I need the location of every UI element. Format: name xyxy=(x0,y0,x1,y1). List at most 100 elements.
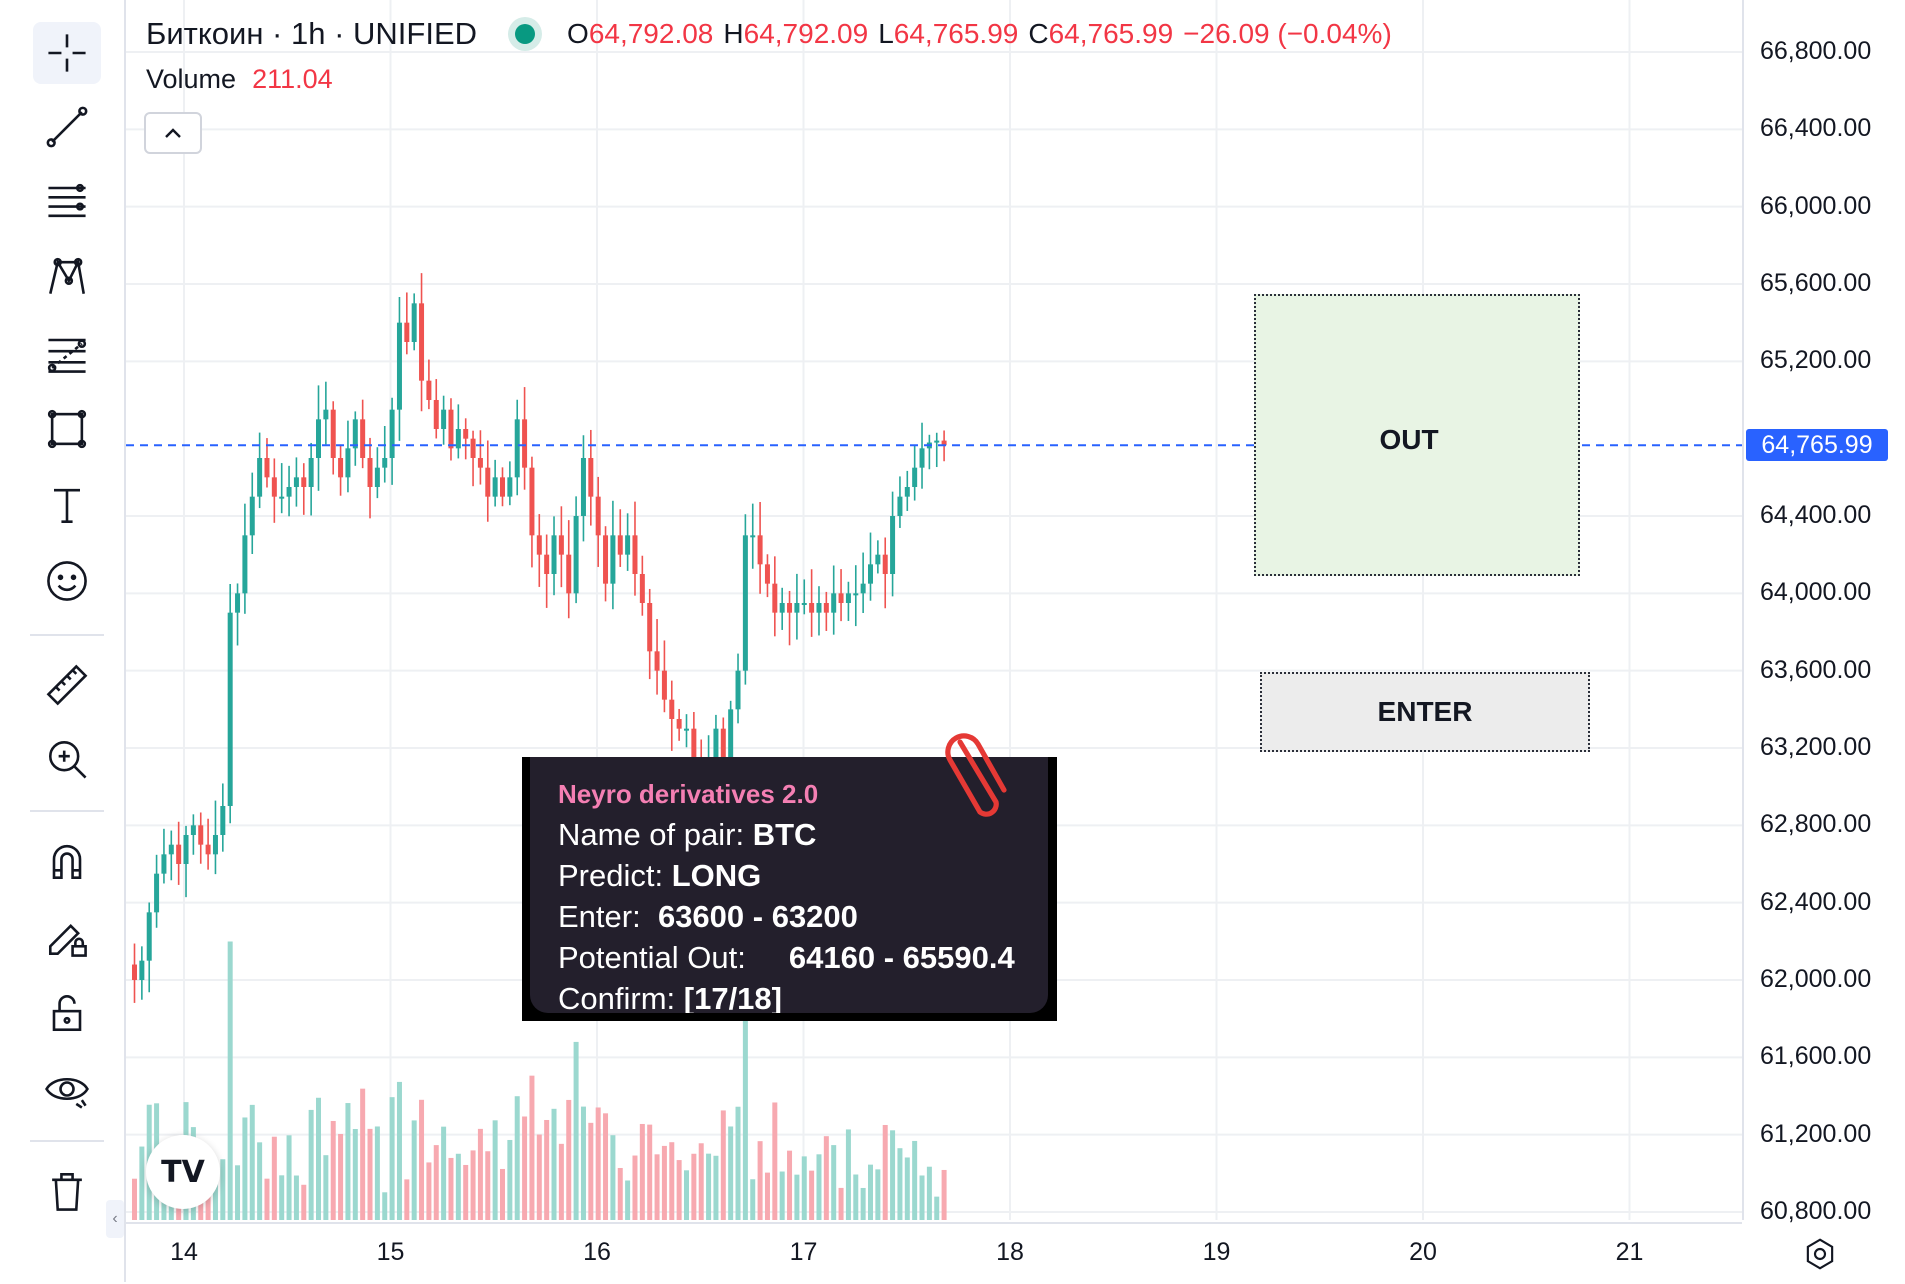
volume-bar xyxy=(249,1104,255,1220)
volume-bar xyxy=(625,1180,631,1220)
volume-bar xyxy=(212,1165,218,1220)
time-tick-label: 16 xyxy=(583,1238,611,1266)
tradingview-logo[interactable]: TV xyxy=(146,1135,220,1209)
candle-body xyxy=(168,844,174,855)
volume-bar xyxy=(919,1175,925,1220)
pattern-icon[interactable] xyxy=(33,246,101,308)
candle-body xyxy=(853,593,859,596)
candle-body xyxy=(500,477,505,497)
fib-icon[interactable] xyxy=(33,322,101,384)
candle-body xyxy=(934,440,940,443)
candle-body xyxy=(860,583,866,594)
price-tick-label: 65,600.00 xyxy=(1760,269,1872,297)
volume-bar xyxy=(205,1182,211,1220)
text-icon[interactable] xyxy=(33,474,101,536)
volume-bar xyxy=(477,1128,483,1220)
pencil-lock-icon[interactable] xyxy=(33,906,101,968)
volume-bar xyxy=(529,1075,535,1220)
collapse-legend-button[interactable] xyxy=(144,112,202,154)
volume-bar xyxy=(227,941,233,1220)
candle-body xyxy=(220,806,226,835)
lock-icon[interactable] xyxy=(33,982,101,1044)
drawing-toolbar xyxy=(0,0,126,1282)
emoji-icon[interactable] xyxy=(33,550,101,612)
eye-icon[interactable] xyxy=(33,1058,101,1120)
low-key: L xyxy=(878,18,894,49)
candle-body xyxy=(396,322,402,410)
candle-body xyxy=(279,496,285,499)
crosshair-icon[interactable] xyxy=(33,22,101,84)
symbol-legend: Биткоин · 1h · UNIFIED O 64,792.08 H 64,… xyxy=(146,14,1392,54)
candle-body xyxy=(551,535,557,574)
magnet-icon[interactable] xyxy=(33,830,101,892)
scroll-left-icon[interactable]: ‹ xyxy=(106,1200,124,1238)
candle-body xyxy=(470,438,476,458)
high-value: 64,792.09 xyxy=(743,18,869,49)
candle-body xyxy=(308,458,314,487)
volume-bar xyxy=(845,1129,851,1220)
chart-pane[interactable] xyxy=(126,0,1742,1220)
candle-body xyxy=(235,593,241,613)
candle-body xyxy=(787,603,793,613)
candle-body xyxy=(735,670,741,710)
enter-zone-label: ENTER xyxy=(1377,696,1473,727)
volume-bar xyxy=(654,1154,660,1220)
volume-bar xyxy=(603,1113,609,1220)
signal-pair-row: Name of pair: BTC xyxy=(558,817,816,853)
signal-out-label: Potential Out: xyxy=(558,940,746,975)
enter-zone-rectangle[interactable]: ENTER xyxy=(1260,672,1590,752)
candle-body xyxy=(669,699,675,719)
volume-bar xyxy=(934,1196,940,1220)
candle-body xyxy=(514,419,520,478)
volume-bar xyxy=(794,1174,800,1220)
out-zone-label: OUT xyxy=(1379,424,1439,455)
candle-body xyxy=(338,458,344,478)
volume-bar xyxy=(455,1153,461,1220)
price-axis[interactable]: 66,800.00 66,400.00 66,000.00 65,600.00 65,2… xyxy=(1742,0,1905,1225)
trend-line-icon[interactable] xyxy=(33,96,101,158)
ruler-icon[interactable] xyxy=(33,654,101,716)
volume-bar xyxy=(676,1160,682,1220)
volume-bar xyxy=(779,1171,785,1220)
candle-body xyxy=(345,448,351,478)
candle-body xyxy=(212,835,218,855)
volume-bar xyxy=(338,1133,344,1220)
candle-body xyxy=(352,419,358,449)
volume-bar xyxy=(809,1170,815,1220)
rectangle-icon[interactable] xyxy=(33,398,101,460)
volume-bar xyxy=(684,1170,689,1220)
candle-body xyxy=(441,409,447,429)
time-axis[interactable]: 14 15 16 17 18 19 20 21 xyxy=(126,1222,1742,1284)
trash-icon[interactable] xyxy=(33,1160,101,1222)
volume-bar xyxy=(257,1142,263,1220)
chart-settings-icon[interactable] xyxy=(1800,1234,1840,1274)
candle-body xyxy=(831,593,837,613)
volume-bar xyxy=(566,1099,572,1220)
time-tick-label: 14 xyxy=(170,1238,198,1266)
volume-bar xyxy=(271,1136,277,1220)
volume-bar xyxy=(220,1159,226,1220)
volume-bar xyxy=(411,1120,417,1220)
volume-bar xyxy=(706,1153,712,1220)
candle-body xyxy=(566,554,572,594)
candle-body xyxy=(625,535,631,555)
candle-body xyxy=(845,593,851,603)
volume-bar xyxy=(301,1184,307,1220)
zoom-in-icon[interactable] xyxy=(33,728,101,790)
horizontal-lines-icon[interactable] xyxy=(33,170,101,232)
candle-body xyxy=(301,477,307,487)
symbol-title[interactable]: Биткоин · 1h · UNIFIED xyxy=(146,16,478,51)
candle-body xyxy=(227,612,233,806)
volume-bar xyxy=(507,1139,513,1220)
signal-pair-value: BTC xyxy=(752,817,817,852)
candle-body xyxy=(411,303,417,342)
out-zone-rectangle[interactable] xyxy=(1254,294,1580,576)
price-tick-label: 62,000.00 xyxy=(1760,965,1872,993)
candlestick-chart[interactable] xyxy=(126,0,1742,1220)
candle-body xyxy=(544,554,550,574)
candle-body xyxy=(404,322,410,342)
signal-enter-label: Enter: xyxy=(558,899,641,934)
candle-body xyxy=(890,516,896,574)
time-tick-label: 19 xyxy=(1202,1238,1231,1266)
volume-bar xyxy=(912,1140,918,1220)
